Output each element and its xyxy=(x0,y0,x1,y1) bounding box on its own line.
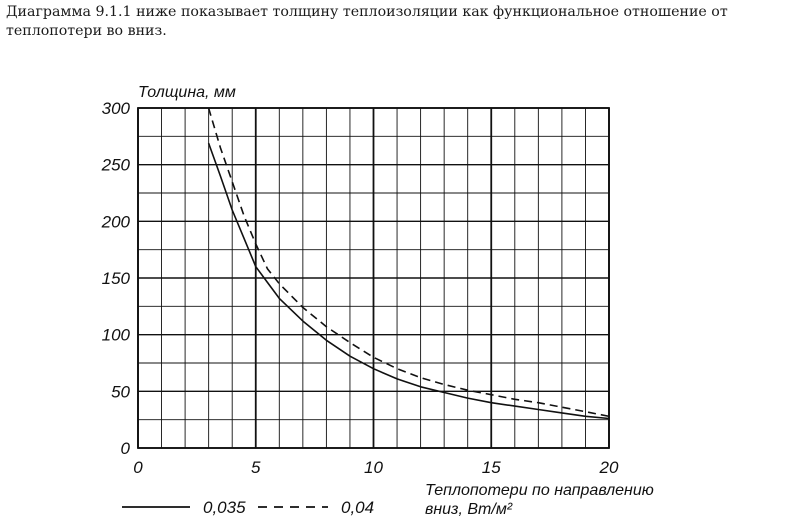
plot-frame xyxy=(137,107,610,449)
figure-caption: Диаграмма 9.1.1 ниже показывает толщину … xyxy=(6,4,728,39)
chart-legend: 0,035 0,04 xyxy=(122,498,374,517)
chart-grid xyxy=(137,107,610,449)
y-tick-label: 100 xyxy=(102,326,131,345)
y-tick-label: 150 xyxy=(102,269,131,288)
chart-ticks: 0 50 100 150 200 250 300 0 5 10 15 20 xyxy=(101,99,619,477)
x-tick-label: 0 xyxy=(133,458,143,477)
legend-label: 0,04 xyxy=(341,498,374,517)
x-axis-label-line2: вниз, Вт/м² xyxy=(425,501,513,518)
x-tick-label: 10 xyxy=(364,458,383,477)
y-tick-label: 250 xyxy=(101,156,131,175)
x-axis-label-line1: Теплопотери по направлению xyxy=(425,482,654,499)
series-line-1 xyxy=(207,142,610,420)
y-tick-label: 0 xyxy=(121,439,131,458)
legend-label: 0,035 xyxy=(203,498,246,517)
y-tick-label: 50 xyxy=(111,382,130,401)
x-tick-label: 5 xyxy=(251,458,261,477)
y-axis-label: Толщина, мм xyxy=(138,84,236,101)
x-tick-label: 20 xyxy=(599,458,619,477)
chart-series xyxy=(207,107,610,420)
y-tick-label: 200 xyxy=(101,212,131,231)
y-tick-label: 300 xyxy=(102,99,131,118)
series-line-2 xyxy=(207,107,610,418)
x-tick-label: 15 xyxy=(482,458,501,477)
